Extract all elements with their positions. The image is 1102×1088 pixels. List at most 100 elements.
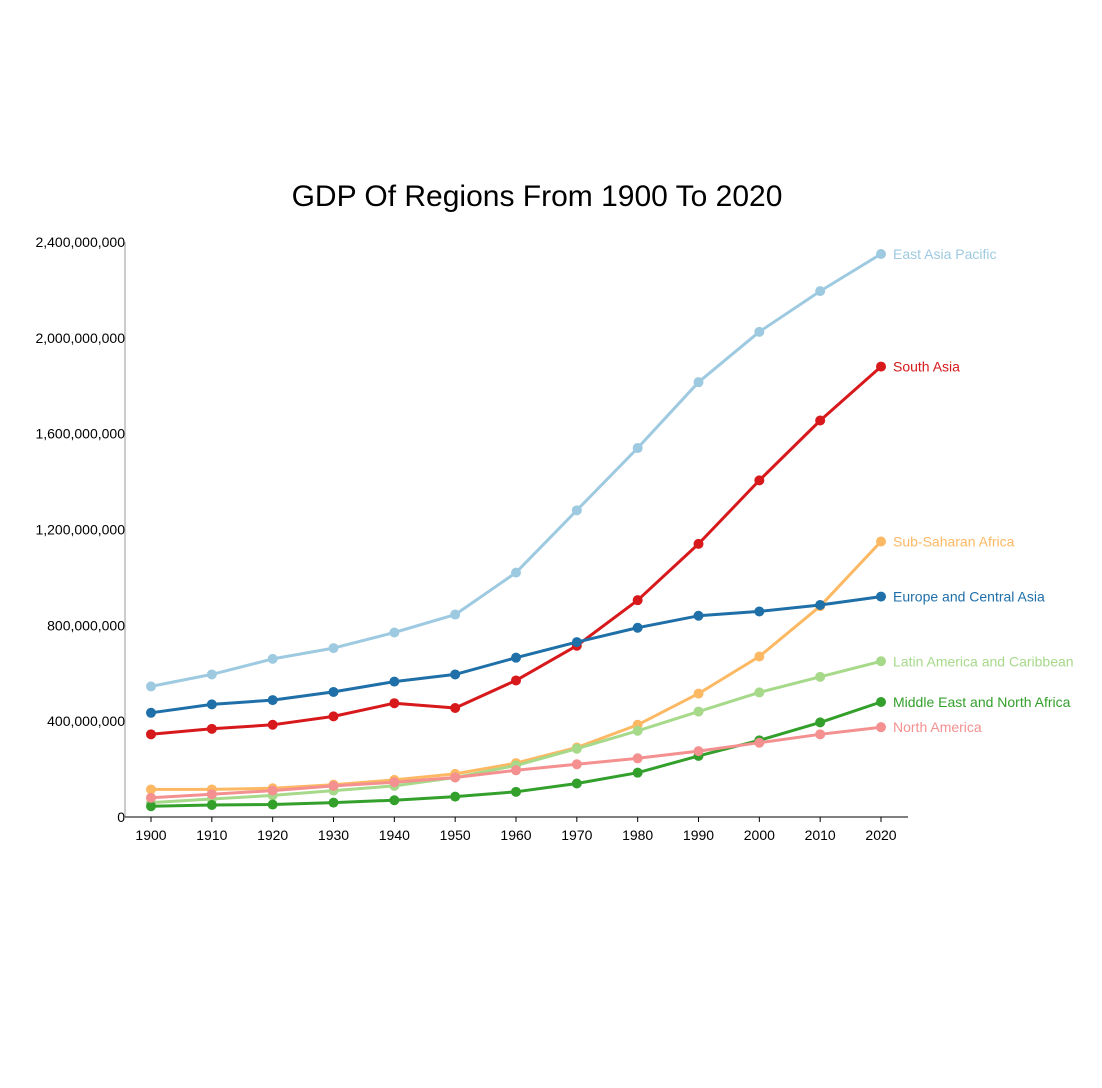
data-point: [328, 686, 339, 697]
data-point: [876, 361, 886, 372]
data-point: [206, 699, 217, 710]
data-point: [571, 637, 582, 648]
data-point: [511, 765, 521, 776]
data-point: [815, 415, 826, 426]
y-tick-label: 1,200,000,000: [35, 522, 125, 538]
series-label: South Asia: [893, 359, 960, 375]
x-tick-label: 1970: [561, 827, 592, 843]
data-point: [571, 778, 582, 789]
y-tick-label: 2,400,000,000: [35, 234, 125, 250]
data-point: [206, 789, 217, 800]
data-point: [754, 326, 765, 337]
y-tick-label: 400,000,000: [47, 713, 125, 729]
data-point: [328, 780, 339, 791]
data-point: [693, 706, 704, 717]
data-point: [815, 599, 826, 610]
x-tick-label: 1950: [440, 827, 471, 843]
data-point: [267, 695, 278, 706]
data-point: [693, 538, 704, 549]
data-point: [146, 707, 156, 718]
data-point: [876, 591, 886, 602]
y-tick-label: 1,600,000,000: [35, 426, 125, 442]
data-point: [206, 800, 217, 811]
series-middle-east-and-north-africa: Middle East and North Africa: [146, 694, 1071, 812]
x-tick-label: 1920: [257, 827, 288, 843]
data-point: [876, 248, 886, 259]
data-point: [450, 609, 461, 620]
y-tick-label: 2,000,000,000: [35, 330, 125, 346]
data-point: [389, 676, 400, 687]
data-point: [815, 286, 826, 297]
data-point: [632, 753, 643, 764]
data-point: [876, 722, 886, 733]
data-point: [146, 792, 156, 803]
data-point: [511, 675, 521, 686]
x-tick-label: 1930: [318, 827, 349, 843]
data-point: [450, 791, 461, 802]
data-point: [876, 536, 886, 547]
data-point: [267, 653, 278, 664]
data-point: [146, 801, 156, 812]
series-label: Sub-Saharan Africa: [893, 533, 1015, 549]
x-tick-label: 1900: [135, 827, 166, 843]
data-point: [693, 688, 704, 699]
x-tick-label: 2010: [805, 827, 836, 843]
y-tick-label: 800,000,000: [47, 617, 125, 633]
data-point: [754, 687, 765, 698]
data-point: [328, 643, 339, 654]
series-label: Europe and Central Asia: [893, 589, 1045, 605]
data-point: [450, 772, 461, 783]
data-point: [632, 767, 643, 778]
data-point: [754, 737, 765, 748]
data-point: [267, 785, 278, 796]
data-point: [876, 697, 886, 707]
data-point: [571, 743, 582, 754]
data-point: [632, 622, 643, 633]
x-axis-ticks: 1900 1910 1920 1930 1940 1950 1960 1970 1980 1990…: [135, 817, 897, 843]
series-line: [151, 540, 883, 791]
series-label: Latin America and Caribbean: [893, 653, 1074, 669]
data-point: [146, 784, 156, 795]
data-point: [389, 795, 400, 806]
data-point: [693, 610, 704, 621]
series-europe-and-central-asia: Europe and Central Asia: [146, 589, 1045, 718]
data-point: [389, 698, 400, 709]
data-point: [328, 797, 339, 808]
x-tick-label: 1990: [683, 827, 714, 843]
series-label: East Asia Pacific: [893, 246, 997, 262]
data-point: [632, 595, 643, 606]
x-tick-label: 1910: [196, 827, 227, 843]
data-point: [450, 669, 461, 680]
data-point: [328, 711, 339, 722]
series-north-america: North America: [146, 719, 982, 803]
data-point: [511, 652, 521, 663]
series-label: North America: [893, 719, 982, 735]
y-axis-ticks: 0 400,000,000 800,000,000 1,200,000,000 1,60…: [35, 234, 125, 825]
x-tick-label: 1980: [622, 827, 653, 843]
data-point: [511, 567, 521, 578]
data-point: [754, 651, 765, 662]
data-point: [632, 725, 643, 736]
data-point: [632, 443, 643, 454]
data-point: [267, 719, 278, 730]
data-point: [389, 627, 400, 638]
data-point: [815, 717, 826, 728]
data-point: [876, 656, 886, 667]
data-point: [206, 669, 217, 680]
data-point: [267, 799, 278, 810]
data-point: [146, 729, 156, 740]
series-label: Middle East and North Africa: [893, 694, 1071, 710]
data-point: [450, 702, 461, 713]
data-point: [571, 505, 582, 516]
data-point: [693, 377, 704, 388]
series-lines: East Asia Pacific South Asia Sub-Saharan A…: [146, 246, 1074, 812]
series-east-asia-pacific: East Asia Pacific: [146, 246, 997, 692]
data-point: [206, 723, 217, 734]
x-tick-label: 2020: [865, 827, 896, 843]
data-point: [754, 606, 765, 617]
data-point: [815, 671, 826, 682]
data-point: [571, 759, 582, 770]
series-south-asia: South Asia: [146, 359, 960, 740]
data-point: [389, 777, 400, 788]
